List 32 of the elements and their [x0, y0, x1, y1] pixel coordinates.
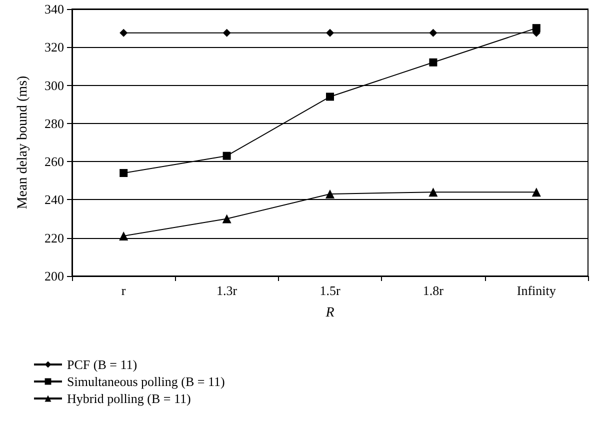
x-tick-label: Infinity	[516, 283, 556, 298]
legend-label: Simultaneous polling (B = 11)	[67, 374, 225, 389]
y-tick-label: 280	[44, 116, 64, 131]
y-tick-label: 260	[44, 154, 64, 170]
point	[532, 188, 541, 197]
y-axis-title: Mean delay bound (ms)	[16, 75, 30, 210]
y-tick-label: 300	[44, 78, 64, 93]
point	[326, 28, 334, 37]
legend-label: PCF (B = 11)	[67, 357, 138, 372]
x-tick-label: 1.8r	[422, 283, 444, 298]
legend-label: Hybrid polling (B = 11)	[67, 391, 191, 406]
point	[428, 188, 438, 197]
point	[120, 169, 128, 178]
point	[326, 189, 334, 198]
point	[222, 214, 232, 224]
x-tick-label: 1.3r	[216, 283, 238, 298]
y-tick-label: 320	[44, 40, 64, 55]
point	[326, 92, 334, 101]
point	[119, 231, 128, 240]
y-tick-label: 200	[44, 268, 64, 284]
x-tick-label: 1.5r	[320, 283, 341, 298]
point	[429, 28, 438, 37]
x-tick-label: r	[121, 283, 126, 298]
point	[532, 24, 540, 32]
x-axis-title: R	[324, 306, 335, 320]
y-tick-label: 240	[44, 192, 64, 208]
y-tick-label: 340	[44, 2, 64, 16]
point	[222, 28, 231, 37]
point	[429, 58, 438, 66]
y-tick-label: 220	[44, 230, 64, 246]
point	[222, 152, 231, 160]
point	[120, 28, 128, 37]
